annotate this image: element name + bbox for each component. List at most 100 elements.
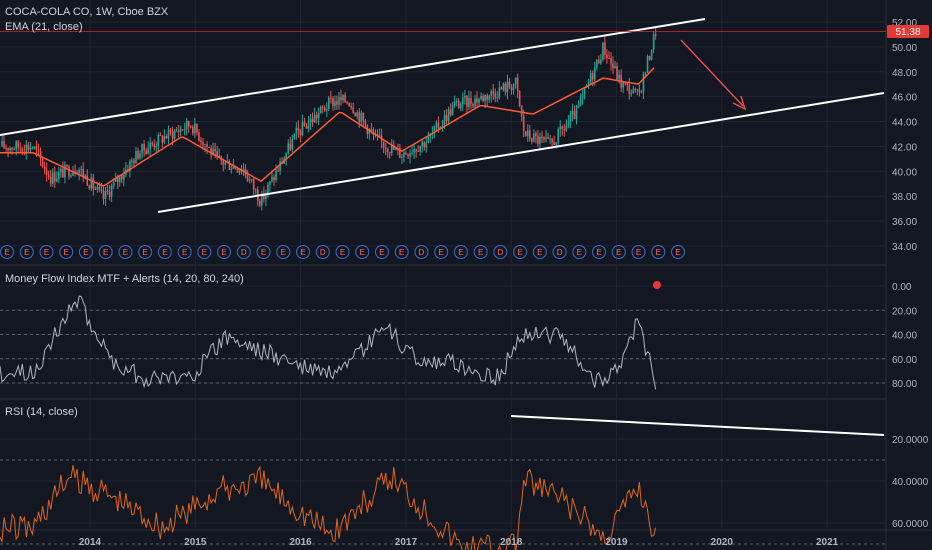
candle-body[interactable]	[104, 190, 107, 199]
candle-body[interactable]	[13, 149, 15, 151]
candle-body[interactable]	[486, 94, 488, 100]
candle-body[interactable]	[526, 130, 529, 137]
candle-body[interactable]	[502, 83, 505, 90]
candle-body[interactable]	[84, 175, 87, 178]
event-marker[interactable]: E	[671, 245, 685, 259]
candle-body[interactable]	[301, 121, 304, 136]
candle-body[interactable]	[56, 178, 58, 182]
candle-body[interactable]	[551, 138, 553, 143]
event-marker[interactable]: D	[315, 245, 330, 259]
candle-body[interactable]	[644, 72, 647, 74]
mfi-alert-dot[interactable]	[653, 281, 661, 289]
candle-body[interactable]	[137, 150, 139, 159]
candle-body[interactable]	[565, 125, 568, 131]
candle-body[interactable]	[642, 73, 645, 92]
candle-body[interactable]	[25, 144, 28, 153]
candle-body[interactable]	[618, 74, 620, 80]
candle-body[interactable]	[654, 34, 657, 36]
candle-body[interactable]	[577, 105, 580, 107]
candle-body[interactable]	[437, 122, 440, 130]
candle-body[interactable]	[356, 112, 359, 117]
candle-body[interactable]	[330, 97, 332, 99]
candle-body[interactable]	[506, 81, 509, 93]
candle-body[interactable]	[261, 193, 263, 206]
candle-body[interactable]	[129, 161, 131, 172]
candle-body[interactable]	[500, 87, 503, 90]
candle-body[interactable]	[204, 144, 206, 146]
event-marker[interactable]: E	[453, 245, 468, 259]
candle-body[interactable]	[238, 170, 241, 173]
candle-body[interactable]	[602, 42, 604, 60]
candle-body[interactable]	[338, 97, 340, 105]
candle-body[interactable]	[417, 150, 419, 152]
candle-body[interactable]	[531, 138, 533, 142]
candle-body[interactable]	[45, 169, 48, 175]
candle-body[interactable]	[179, 129, 182, 133]
candle-body[interactable]	[575, 105, 578, 120]
candle-body[interactable]	[159, 134, 162, 136]
candle-body[interactable]	[516, 77, 519, 91]
candle-body[interactable]	[480, 95, 482, 100]
event-marker[interactable]: E	[217, 245, 232, 259]
event-marker[interactable]: E	[335, 245, 350, 259]
candle-body[interactable]	[589, 73, 592, 83]
candle-body[interactable]	[388, 152, 391, 154]
candle-body[interactable]	[579, 98, 582, 106]
candle-body[interactable]	[386, 148, 389, 153]
candle-body[interactable]	[206, 144, 208, 147]
candle-body[interactable]	[433, 126, 436, 134]
event-marker[interactable]: E	[611, 245, 626, 259]
candle-body[interactable]	[346, 102, 348, 104]
candle-body[interactable]	[557, 129, 560, 143]
candle-body[interactable]	[11, 147, 13, 150]
candle-body[interactable]	[307, 123, 310, 129]
event-marker[interactable]: E	[394, 245, 409, 259]
candle-body[interactable]	[384, 147, 387, 149]
candle-body[interactable]	[457, 100, 460, 109]
candle-body[interactable]	[47, 174, 50, 177]
candle-body[interactable]	[259, 201, 261, 206]
candle-body[interactable]	[279, 161, 281, 171]
candle-body[interactable]	[518, 90, 521, 106]
candle-body[interactable]	[240, 170, 243, 172]
event-marker[interactable]: E	[177, 245, 192, 259]
candle-body[interactable]	[157, 134, 160, 146]
candle-body[interactable]	[640, 91, 643, 93]
candle-body[interactable]	[378, 135, 381, 137]
candle-body[interactable]	[309, 118, 312, 124]
candle-body[interactable]	[78, 170, 80, 174]
candle-body[interactable]	[110, 186, 113, 197]
candle-body[interactable]	[360, 113, 363, 123]
candle-body[interactable]	[27, 144, 30, 150]
candle-body[interactable]	[512, 84, 515, 91]
candle-body[interactable]	[350, 106, 352, 108]
candle-body[interactable]	[175, 130, 178, 132]
candle-body[interactable]	[248, 179, 251, 181]
candle-body[interactable]	[541, 136, 543, 138]
candle-body[interactable]	[478, 99, 480, 103]
candle-body[interactable]	[535, 133, 537, 137]
candle-body[interactable]	[68, 166, 70, 177]
candle-body[interactable]	[287, 143, 290, 154]
candle-body[interactable]	[348, 103, 350, 107]
candle-body[interactable]	[543, 137, 545, 140]
candle-body[interactable]	[342, 94, 344, 101]
event-marker[interactable]: E	[256, 245, 271, 259]
candle-body[interactable]	[17, 141, 20, 148]
candle-body[interactable]	[98, 186, 101, 190]
candle-body[interactable]	[476, 98, 478, 103]
candle-body[interactable]	[445, 115, 448, 122]
candle-body[interactable]	[236, 168, 239, 173]
candle-body[interactable]	[419, 145, 421, 152]
candle-body[interactable]	[289, 143, 292, 150]
candle-body[interactable]	[319, 106, 322, 113]
candle-body[interactable]	[86, 175, 89, 186]
candle-body[interactable]	[332, 98, 334, 107]
candle-body[interactable]	[108, 191, 111, 197]
candle-body[interactable]	[291, 139, 294, 150]
candle-body[interactable]	[317, 112, 320, 119]
candle-body[interactable]	[41, 158, 44, 167]
event-marker[interactable]: E	[157, 245, 172, 259]
candle-body[interactable]	[464, 95, 466, 98]
candle-body[interactable]	[37, 149, 40, 152]
